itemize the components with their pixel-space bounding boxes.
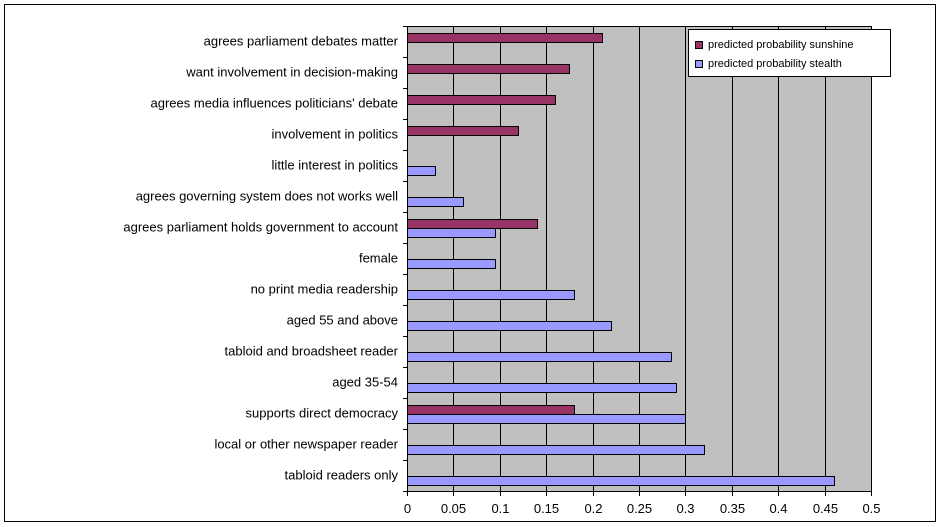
bar-sunshine <box>407 64 570 74</box>
category-label: supports direct democracy <box>246 406 399 421</box>
bar-stealth <box>407 414 686 424</box>
x-tick-label: 0.4 <box>769 501 787 516</box>
legend-item-stealth: predicted probability stealth <box>689 54 890 73</box>
chart-frame: agrees parliament debates matter want inv… <box>4 4 936 522</box>
x-tick-label: 0.1 <box>491 501 509 516</box>
x-tick-label: 0.15 <box>534 501 559 516</box>
category-label: aged 35-54 <box>332 375 398 390</box>
x-tick-label: 0.25 <box>627 501 652 516</box>
bar-sunshine <box>407 95 556 105</box>
bar-stealth <box>407 445 705 455</box>
x-tick-label: 0 <box>404 501 411 516</box>
legend: predicted probability sunshine predicted… <box>688 29 891 77</box>
bar-stealth <box>407 197 464 207</box>
category-label: tabloid and broadsheet reader <box>225 344 399 359</box>
x-tick-label: 0.35 <box>720 501 745 516</box>
bar-stealth <box>407 352 672 362</box>
bar-sunshine <box>407 33 603 43</box>
legend-label-sunshine: predicted probability sunshine <box>708 38 854 51</box>
x-tick-label: 0.05 <box>441 501 466 516</box>
category-label: agrees parliament holds government to ac… <box>123 220 398 235</box>
category-label: agrees parliament debates matter <box>204 34 399 49</box>
x-tick-label: 0.3 <box>676 501 694 516</box>
bar-stealth <box>407 166 436 176</box>
category-label: agrees governing system does not works w… <box>136 189 398 204</box>
bar-sunshine <box>407 219 538 229</box>
category-label: want involvement in decision-making <box>185 65 398 80</box>
x-tick-label: 0.45 <box>813 501 838 516</box>
x-tick-label: 0.2 <box>584 501 602 516</box>
bar-stealth <box>407 476 835 486</box>
x-tick-label: 0.5 <box>862 501 880 516</box>
bar-stealth <box>407 259 496 269</box>
category-label: agrees media influences politicians' deb… <box>151 96 398 111</box>
category-label: tabloid readers only <box>285 468 399 483</box>
bar-sunshine <box>407 126 519 136</box>
category-label: little interest in politics <box>272 158 399 173</box>
bar-chart: agrees parliament debates matter want inv… <box>123 26 881 516</box>
bar-stealth <box>407 383 677 393</box>
legend-swatch-sunshine <box>695 40 703 49</box>
bar-stealth <box>407 321 612 331</box>
category-label: aged 55 and above <box>287 313 398 328</box>
bar-sunshine <box>407 405 575 415</box>
legend-label-stealth: predicted probability stealth <box>708 57 842 70</box>
category-label: no print media readership <box>251 282 398 297</box>
bar-stealth <box>407 290 575 300</box>
bar-stealth <box>407 228 496 238</box>
legend-item-sunshine: predicted probability sunshine <box>689 35 890 54</box>
legend-swatch-stealth <box>695 59 703 68</box>
category-label: female <box>359 251 398 266</box>
category-label: involvement in politics <box>272 127 399 142</box>
category-label: local or other newspaper reader <box>214 437 398 452</box>
